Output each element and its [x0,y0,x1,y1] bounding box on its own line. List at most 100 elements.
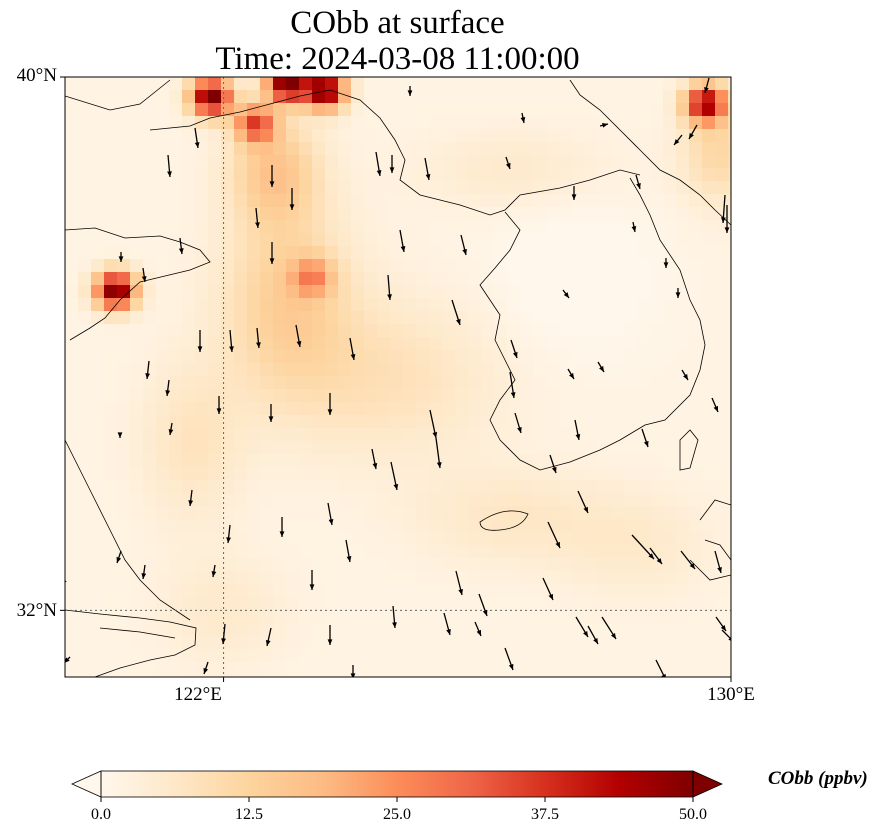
wind-vector [141,564,147,580]
wind-vector [387,274,392,301]
wind-vector [141,267,147,283]
colorbar-tick-1: 12.5 [235,806,263,823]
coastline-segment [65,439,191,621]
wind-vector [505,156,511,170]
wind-vector [510,339,518,359]
wind-vector [255,207,260,229]
wind-vector [371,448,378,470]
lat-tick-40: 40°N [16,65,57,86]
wind-vector [680,550,696,570]
wind-vector [567,368,575,380]
coastlines [65,79,731,677]
wind-vector [460,234,467,256]
wind-vector [711,397,719,413]
wind-vector [229,329,234,353]
wind-vector [188,489,194,507]
wind-vector [631,221,637,233]
wind-vector [478,593,488,617]
wind-vectors [65,77,731,677]
wind-vector [714,550,722,574]
coastline-segment [479,510,529,531]
coastline-segment [65,227,211,341]
wind-vector [663,258,669,268]
map-frame [64,76,732,678]
wind-vector [504,647,514,671]
wind-vector [474,621,482,637]
wind-vector [443,612,451,636]
wind-vector [571,186,577,200]
wind-vector [577,490,589,514]
wind-vector [641,428,649,448]
coastline-segment [689,499,731,581]
wind-vector [392,605,397,629]
wind-vector [575,616,589,638]
wind-vector [721,194,726,224]
colorbar-extend-max [692,770,723,798]
wind-vector [279,517,285,537]
wind-vector [649,547,663,565]
colorbar-tick-4: 50.0 [679,806,707,823]
wind-vector [168,422,174,436]
wind-vector [635,174,641,190]
wind-vector [327,502,334,526]
wind-vector [295,324,302,348]
colorbar-tick-3: 37.5 [531,806,559,823]
lat-tick-32: 32°N [16,600,57,621]
wind-vector [221,623,226,645]
wind-vector [197,330,203,352]
wind-vector [455,570,463,596]
wind-vector [715,616,727,632]
wind-vector [688,124,698,140]
wind-vector [178,237,184,255]
wind-vector [601,616,617,640]
wind-vector [542,577,554,601]
coastline-segment [479,177,706,471]
wind-vector [269,165,275,187]
colorbar-extend-min [71,770,102,798]
coastline-segment [99,627,176,639]
wind-vector [574,419,581,441]
wind-vector [429,409,438,439]
wind-vector [514,412,522,434]
coastline-segment [65,609,197,677]
wind-vector [211,564,217,578]
wind-vector [65,656,71,663]
wind-vector [389,155,395,173]
wind-vector [407,86,413,96]
wind-vector [327,625,333,645]
wind-vector [673,134,683,146]
colorbar-tick-0: 0.0 [91,806,111,823]
wind-vector [721,629,731,641]
lon-tick-130: 130°E [707,684,755,705]
wind-vector [375,151,382,177]
wind-vector [269,242,275,264]
map-title: CObb at surface [290,5,505,41]
wind-vector [165,379,171,397]
coastline-segment [679,429,699,471]
wind-vector [631,534,655,560]
lon-tick-122: 122°E [174,684,222,705]
wind-vector [265,627,272,647]
wind-vector [675,288,681,298]
wind-vector [520,112,526,124]
wind-vector [327,393,333,415]
wind-vector [549,454,557,474]
colorbar-tick-2: 25.0 [383,806,411,823]
wind-vector [435,437,442,469]
wind-vector [309,570,315,590]
wind-vector [226,524,232,544]
gridlines [65,77,731,677]
wind-vector [424,157,431,181]
wind-vector [451,299,461,326]
wind-vector [145,360,151,380]
colorbar-gradient [101,771,693,797]
wind-vector [167,154,172,178]
map-subtitle: Time: 2024-03-08 11:00:00 [215,41,580,77]
wind-vector [345,539,352,563]
wind-vector [117,432,123,438]
wind-vector [349,337,356,361]
wind-vector [599,123,609,128]
coastline-segment [65,79,641,216]
